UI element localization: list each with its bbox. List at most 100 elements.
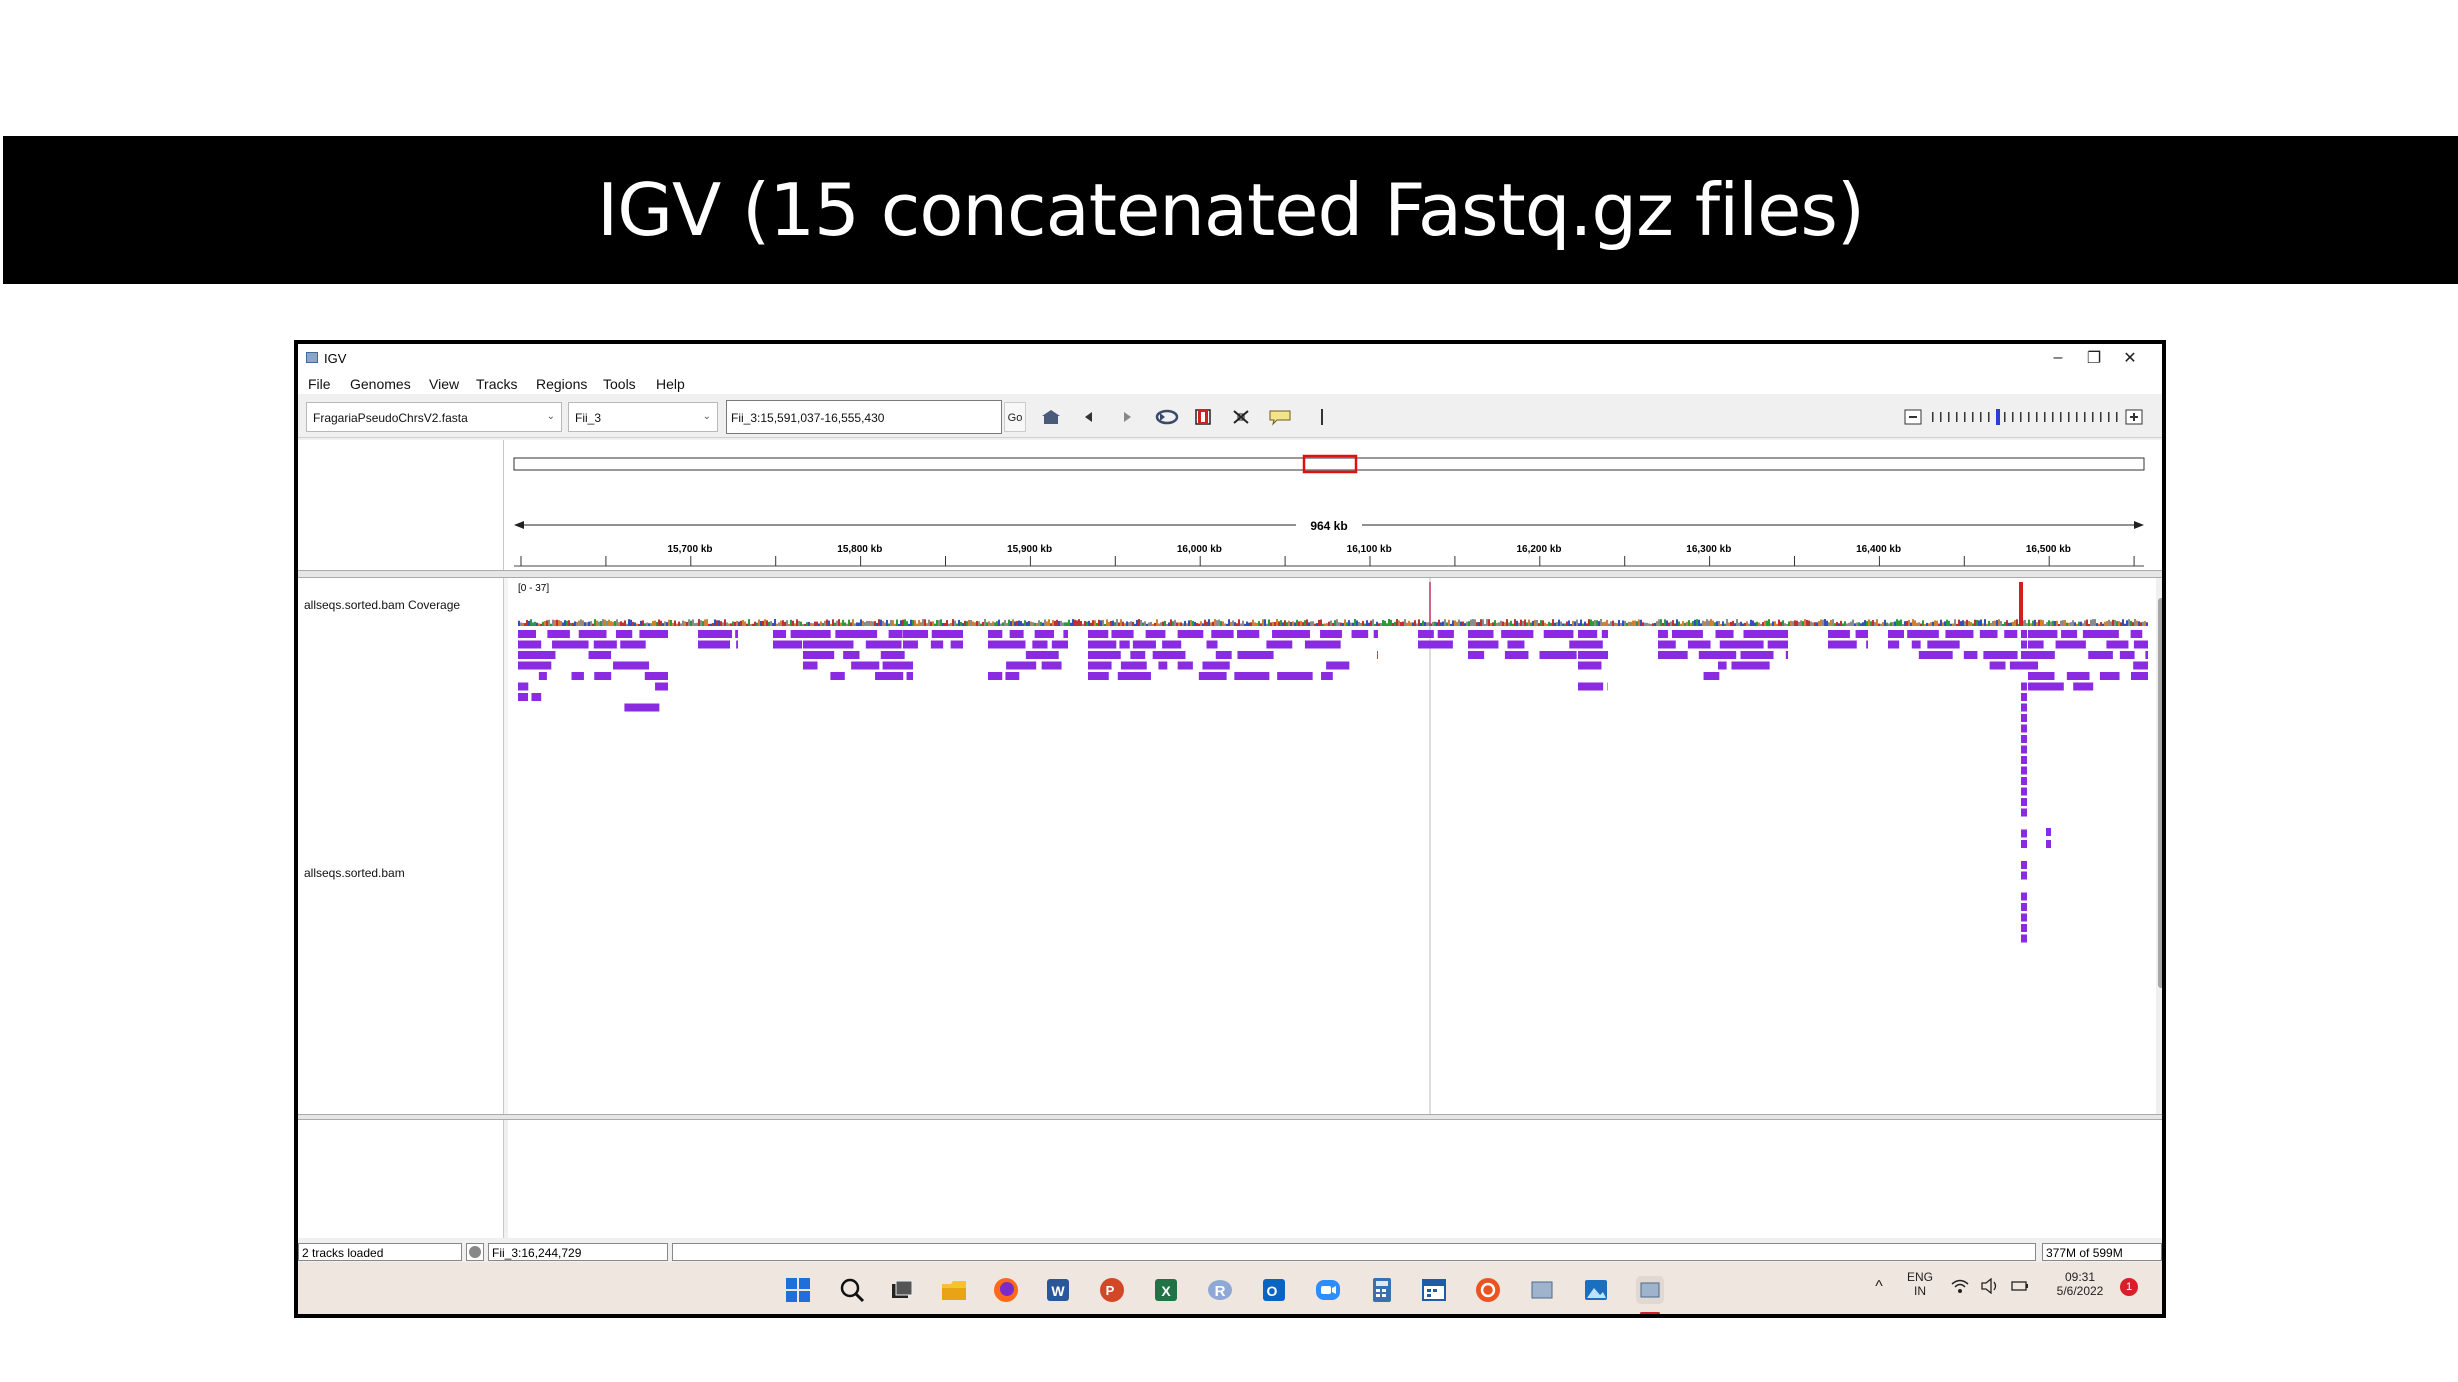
read[interactable]: [1718, 630, 1734, 638]
home-icon[interactable]: [1040, 408, 1062, 426]
wifi-icon[interactable]: [1948, 1278, 1972, 1297]
read[interactable]: [2028, 651, 2055, 659]
file-explorer-icon[interactable]: [940, 1276, 968, 1304]
read[interactable]: [1785, 651, 1788, 659]
read[interactable]: [735, 630, 738, 638]
read[interactable]: [2021, 798, 2027, 806]
read[interactable]: [903, 640, 918, 649]
read[interactable]: [1162, 640, 1182, 649]
zoom-level-tick[interactable]: [2092, 412, 2094, 422]
read[interactable]: [1578, 651, 1608, 659]
read[interactable]: [1779, 630, 1788, 638]
read[interactable]: [2021, 640, 2027, 649]
read[interactable]: [1607, 682, 1608, 691]
zoom-in-icon[interactable]: [2125, 409, 2143, 425]
popup-text-icon[interactable]: [1268, 408, 1291, 426]
zoom-level-tick[interactable]: [2044, 412, 2046, 422]
read[interactable]: [571, 672, 584, 680]
menu-view[interactable]: View: [429, 376, 460, 392]
back-icon[interactable]: [1078, 408, 1100, 426]
read[interactable]: [615, 630, 633, 638]
read[interactable]: [2021, 924, 2027, 932]
read[interactable]: [1063, 630, 1068, 638]
read[interactable]: [2130, 630, 2143, 638]
read[interactable]: [2028, 630, 2058, 638]
read[interactable]: [803, 651, 835, 659]
read[interactable]: [1320, 630, 1342, 638]
search-icon[interactable]: [838, 1276, 866, 1304]
read[interactable]: [880, 651, 905, 659]
read[interactable]: [593, 640, 617, 649]
volume-icon[interactable]: [1978, 1277, 2002, 1297]
read[interactable]: [1120, 661, 1147, 670]
read[interactable]: [2021, 651, 2027, 659]
read[interactable]: [1658, 651, 1688, 659]
calculator-icon[interactable]: [1368, 1276, 1396, 1304]
read[interactable]: [518, 630, 537, 638]
zoom-level-tick[interactable]: [2076, 412, 2078, 422]
read[interactable]: [1743, 630, 1769, 638]
read[interactable]: [1658, 630, 1668, 638]
zoom-level-tick[interactable]: [1940, 412, 1942, 422]
read[interactable]: [2099, 672, 2120, 680]
read[interactable]: [1945, 630, 1974, 638]
read[interactable]: [588, 651, 612, 659]
read[interactable]: [1177, 661, 1193, 670]
read[interactable]: [931, 630, 963, 638]
read[interactable]: [1215, 651, 1232, 659]
read[interactable]: [1202, 661, 1230, 670]
read[interactable]: [2028, 661, 2038, 670]
read[interactable]: [888, 630, 903, 638]
read[interactable]: [1989, 661, 2006, 670]
read[interactable]: [578, 630, 607, 638]
read[interactable]: [2021, 630, 2027, 638]
read[interactable]: [1907, 630, 1939, 638]
read[interactable]: [538, 672, 547, 680]
read[interactable]: [1009, 630, 1024, 638]
read[interactable]: [2061, 630, 2078, 638]
read[interactable]: [1111, 630, 1134, 638]
zoom-level-tick[interactable]: [2004, 412, 2006, 422]
read[interactable]: [1132, 640, 1156, 649]
read[interactable]: [1326, 661, 1350, 670]
read[interactable]: [1377, 651, 1378, 659]
read[interactable]: [2021, 840, 2027, 848]
read[interactable]: [1539, 651, 1577, 659]
read[interactable]: [1578, 640, 1603, 649]
read[interactable]: [1927, 640, 1960, 649]
clock[interactable]: 09:31 5/6/2022: [2042, 1270, 2118, 1298]
read[interactable]: [906, 672, 913, 680]
zoom-level-tick[interactable]: [2108, 412, 2110, 422]
read[interactable]: [1743, 640, 1762, 649]
read[interactable]: [1034, 630, 1055, 638]
chromosome-dropdown[interactable]: Fii_3 ⌄: [568, 402, 718, 432]
read[interactable]: [2021, 703, 2027, 712]
locus-input[interactable]: Fii_3:15,591,037-16,555,430: [726, 400, 1002, 434]
read[interactable]: [2021, 777, 2027, 785]
read[interactable]: [1234, 672, 1270, 680]
read[interactable]: [2133, 661, 2148, 670]
read[interactable]: [698, 640, 730, 649]
read[interactable]: [2021, 861, 2027, 869]
igv-taskbar-icon[interactable]: [1528, 1276, 1556, 1304]
read[interactable]: [2021, 661, 2027, 670]
read[interactable]: [1304, 640, 1341, 649]
read[interactable]: [1828, 640, 1857, 649]
read[interactable]: [1504, 651, 1529, 659]
zoom-out-icon[interactable]: [1904, 409, 1922, 425]
read[interactable]: [1272, 630, 1310, 638]
read[interactable]: [2119, 651, 2135, 659]
read[interactable]: [2106, 640, 2129, 649]
read[interactable]: [2021, 766, 2027, 775]
read[interactable]: [518, 682, 529, 691]
read[interactable]: [1569, 640, 1578, 649]
read[interactable]: [1963, 651, 1978, 659]
read[interactable]: [1321, 672, 1333, 680]
battery-icon[interactable]: [2008, 1278, 2032, 1297]
igv-active-icon[interactable]: [1636, 1276, 1664, 1304]
read[interactable]: [1351, 630, 1369, 638]
zoom-level-tick[interactable]: [2052, 412, 2054, 422]
read[interactable]: [903, 630, 929, 638]
menu-tools[interactable]: Tools: [603, 376, 636, 392]
read[interactable]: [1117, 672, 1151, 680]
